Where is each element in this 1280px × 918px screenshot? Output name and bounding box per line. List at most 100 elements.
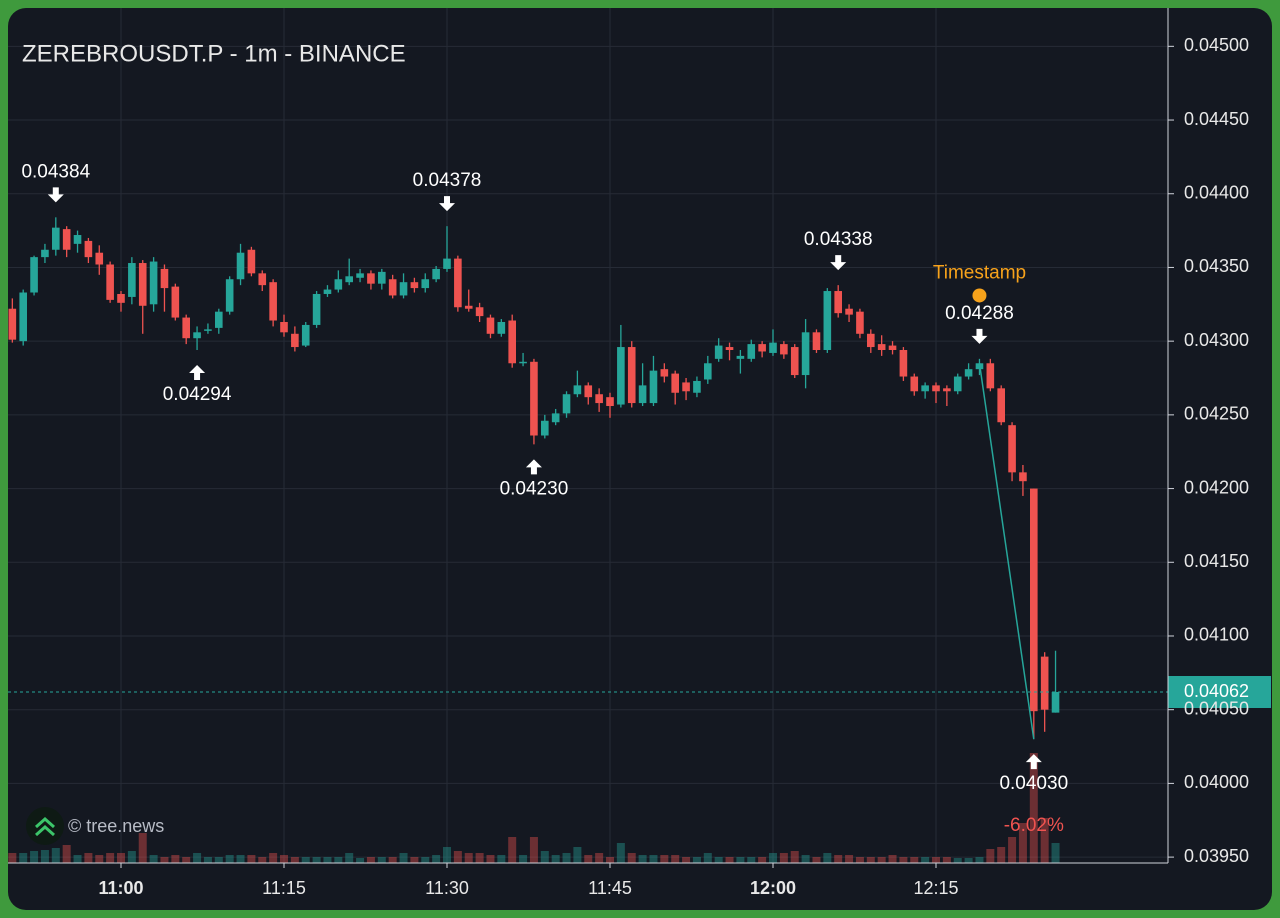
candle-body <box>758 344 766 352</box>
candle-body <box>138 263 147 306</box>
y-tick-label: 0.04150 <box>1184 551 1249 571</box>
candle-body <box>986 363 995 389</box>
volume-bar <box>714 857 723 863</box>
volume-bar <box>1051 843 1060 863</box>
candle-body <box>247 249 256 274</box>
candle-body <box>834 291 842 314</box>
candle-body <box>464 305 473 309</box>
candle-body <box>595 394 603 404</box>
volume-bar <box>62 845 71 863</box>
volume-bar <box>692 857 701 863</box>
candle-body <box>823 291 832 350</box>
candle-body <box>562 394 571 414</box>
volume-bar <box>73 855 82 863</box>
candle-body <box>193 332 201 339</box>
candle-body <box>953 376 962 392</box>
volume-bar <box>921 857 930 863</box>
candle-body <box>182 317 190 339</box>
volume-bar <box>855 857 864 863</box>
candle-body <box>95 252 104 265</box>
candle-body <box>334 279 343 290</box>
volume-bar <box>388 857 397 863</box>
volume-bar <box>432 855 441 863</box>
candle-body <box>432 268 440 280</box>
candle-body <box>1040 656 1049 710</box>
candle-body <box>312 293 321 325</box>
candle-body <box>160 268 169 289</box>
volume-bar <box>671 855 680 863</box>
volume-bar <box>377 857 386 863</box>
candle-body <box>236 252 245 280</box>
volume-bar <box>171 855 180 863</box>
volume-bar <box>84 853 93 863</box>
volume-bar <box>421 857 430 863</box>
volume-bar <box>736 857 745 863</box>
candle-body <box>41 249 49 258</box>
volume-bar <box>149 855 158 863</box>
candle-body <box>736 355 745 359</box>
y-tick-label: 0.04100 <box>1184 625 1249 645</box>
volume-bar <box>910 857 919 863</box>
candle-body <box>530 361 538 436</box>
annotation-arrow <box>189 365 206 380</box>
volume-bar <box>301 857 310 863</box>
volume-bar <box>106 853 115 863</box>
trend-line <box>978 363 1035 740</box>
annotation-label: 0.04384 <box>21 161 90 182</box>
volume-bar <box>323 857 332 863</box>
candle-body <box>486 317 495 334</box>
candle-body <box>714 345 723 359</box>
candle-body <box>573 385 582 395</box>
y-tick-label: 0.04000 <box>1184 772 1249 792</box>
candle-body <box>454 258 462 308</box>
volume-bar <box>823 853 832 863</box>
volume-bar <box>486 855 495 863</box>
volume-bar <box>443 847 451 863</box>
annotation-arrow <box>830 255 847 271</box>
candle-body <box>627 347 636 404</box>
candle-body <box>899 350 908 377</box>
volume-bar <box>834 855 843 863</box>
candle-body <box>367 273 375 284</box>
candle-body <box>291 333 299 348</box>
volume-bar <box>649 855 658 863</box>
candle-body <box>225 279 234 312</box>
y-tick-label: 0.04350 <box>1184 256 1249 276</box>
panel <box>8 8 1272 910</box>
annotation-arrow <box>971 328 988 344</box>
volume-bar <box>280 855 288 863</box>
y-tick-label: 0.04450 <box>1184 109 1249 129</box>
volume-bar <box>117 853 125 863</box>
candle-body <box>704 363 712 380</box>
candle-body <box>508 320 516 364</box>
candle-body <box>845 308 853 315</box>
candle-body <box>519 361 527 364</box>
candle-body <box>117 293 125 303</box>
volume-bar <box>1008 837 1017 863</box>
volume-bar <box>127 851 136 863</box>
candle-body <box>73 235 82 244</box>
candle-body <box>769 342 777 353</box>
volume-bar <box>703 853 712 863</box>
volume-bar <box>606 857 614 863</box>
volume-bar <box>779 853 788 863</box>
candle-body <box>1051 692 1060 713</box>
candle-body <box>497 321 506 334</box>
volume-bar <box>997 847 1006 863</box>
volume-bar <box>964 858 973 863</box>
y-tick-label: 0.04250 <box>1184 404 1249 424</box>
volume-bar <box>551 855 560 863</box>
y-tick-label: 0.03950 <box>1184 846 1249 866</box>
volume-bar <box>986 849 995 863</box>
volume-bar <box>638 855 647 863</box>
candle-body <box>128 263 136 297</box>
candle-body <box>888 345 897 350</box>
volume-bar <box>508 837 517 863</box>
chart-title: ZEREBROUSDT.P - 1m - BINANCE <box>22 40 406 67</box>
logo-chevrons <box>35 816 55 837</box>
candle-body <box>421 279 430 289</box>
candle-body <box>617 347 625 405</box>
candle-body <box>258 273 267 286</box>
candle-body <box>356 273 364 278</box>
